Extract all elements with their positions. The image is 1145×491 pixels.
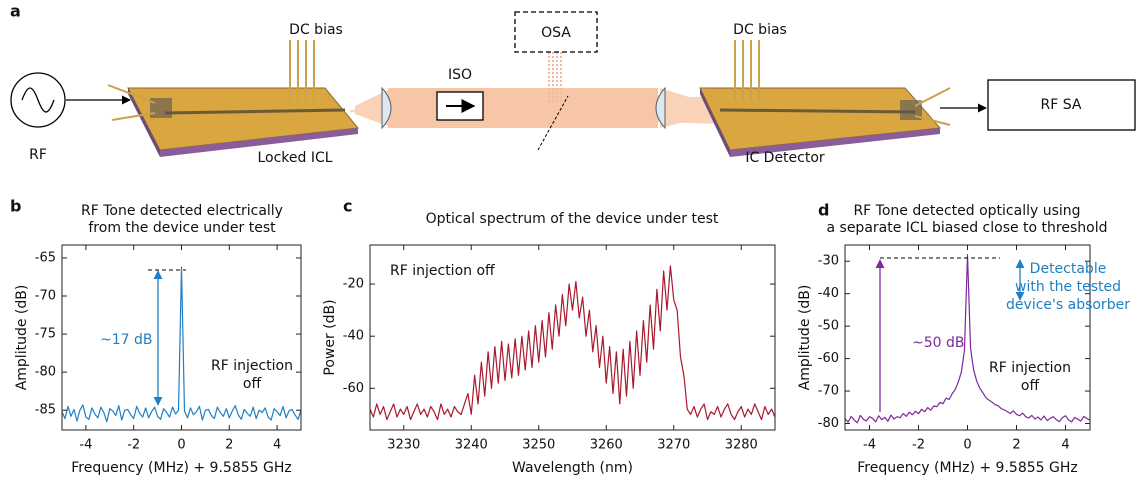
x-tick-label: -2	[912, 438, 925, 453]
x-tick-label: 4	[273, 438, 281, 453]
x-tick-label: 0	[177, 438, 185, 453]
y-tick-label: -60	[818, 351, 839, 366]
annotation: with the tested	[1015, 279, 1121, 295]
chart-title: a separate ICL biased close to threshold	[827, 220, 1108, 236]
osa-beam	[548, 52, 562, 104]
iso-label: ISO	[448, 67, 472, 83]
annotation: RF injection off	[390, 263, 495, 279]
pad	[150, 98, 172, 118]
dc-bias-label: DC bias	[733, 22, 787, 38]
y-axis-label: Amplitude (dB)	[14, 285, 30, 391]
x-tick-label: -4	[863, 438, 876, 453]
x-tick-label: -4	[79, 438, 92, 453]
annotation: off	[1021, 378, 1040, 394]
annotation: RF injection	[211, 358, 293, 374]
y-axis-label: Amplitude (dB)	[797, 285, 813, 391]
detector-label: IC Detector	[745, 150, 825, 166]
annotation: ~17 dB	[100, 332, 153, 348]
rf-label: RF	[29, 147, 47, 163]
x-tick-label: 4	[1061, 438, 1069, 453]
x-tick-label: 3260	[590, 438, 623, 453]
panel-label: b	[10, 197, 21, 216]
chart: -4 -2 0 2 4 -80 -70 -60 -50 -40 -30 Amplitude (dB) F…	[797, 203, 1130, 476]
y-tick-label: -80	[818, 416, 839, 431]
panel-label: c	[343, 197, 352, 216]
dc-bias-label: DC bias	[289, 22, 343, 38]
panel-label: d	[818, 201, 829, 220]
chart-title: from the device under test	[88, 220, 276, 236]
rf-sa-label: RF SA	[1041, 97, 1082, 113]
y-tick-label: -70	[35, 289, 56, 304]
x-tick-label: 3280	[725, 438, 758, 453]
y-tick-label: -85	[35, 403, 56, 418]
y-tick-label: -80	[35, 365, 56, 380]
x-tick-label: 2	[1012, 438, 1020, 453]
x-tick-label: -2	[127, 438, 140, 453]
y-tick-label: -30	[818, 254, 839, 269]
waveguide	[720, 110, 915, 112]
figure: RF DC bias DC bias OSA ISO RF SA Locked …	[0, 0, 1145, 491]
y-tick-label: -65	[35, 250, 56, 265]
x-tick-label: 2	[225, 438, 233, 453]
panel-label: a	[10, 2, 21, 21]
laser-label: Locked ICL	[257, 150, 332, 166]
y-tick-label: -70	[818, 384, 839, 399]
y-tick-label: -20	[343, 277, 364, 292]
x-axis-label: Frequency (MHz) + 9.5855 GHz	[71, 460, 291, 476]
annotation: Detectable	[1030, 261, 1107, 277]
chart: 3230 3240 3250 3260 3270 3280 -60 -40 -20 Power (…	[322, 211, 775, 476]
y-axis-label: Power (dB)	[322, 299, 338, 375]
y-tick-label: -75	[35, 327, 56, 342]
chart-title: RF Tone detected optically using	[853, 203, 1080, 219]
setup-diagram: RF DC bias DC bias OSA ISO RF SA Locked …	[11, 12, 1135, 166]
x-tick-label: 3270	[657, 438, 690, 453]
x-tick-label: 3240	[455, 438, 488, 453]
annotation: ~50 dB	[912, 335, 965, 351]
annotation: RF injection	[989, 360, 1071, 376]
annotation: device's absorber	[1006, 297, 1130, 313]
x-axis-label: Wavelength (nm)	[512, 460, 633, 476]
x-tick-label: 3230	[387, 438, 420, 453]
y-tick-label: -40	[343, 329, 364, 344]
x-tick-label: 3250	[522, 438, 555, 453]
y-tick-label: -50	[818, 319, 839, 334]
beam	[388, 88, 658, 128]
x-tick-label: 0	[963, 438, 971, 453]
osa-label: OSA	[541, 25, 571, 41]
chart-title: RF Tone detected electrically	[81, 203, 283, 219]
x-axis-label: Frequency (MHz) + 9.5855 GHz	[857, 460, 1077, 476]
y-tick-label: -40	[818, 286, 839, 301]
laser-chip	[128, 88, 358, 150]
chart-title: Optical spectrum of the device under tes…	[426, 211, 719, 227]
annotation: off	[243, 376, 262, 392]
chart: -4 -2 0 2 4 -85 -80 -75 -70 -65 Amplitude (dB) Freq…	[14, 203, 301, 476]
y-tick-label: -60	[343, 381, 364, 396]
